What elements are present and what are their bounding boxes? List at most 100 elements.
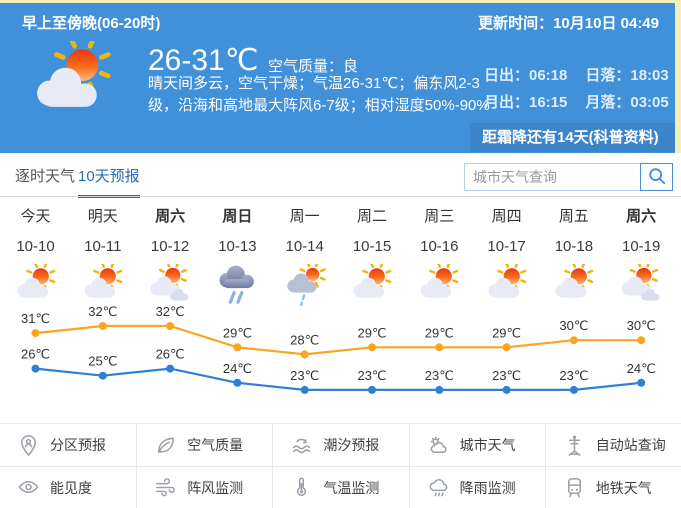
sun-cloud-icon [28,36,118,123]
low-temp-point [569,385,578,394]
forecast-day-column[interactable]: 今天 10-10 [2,205,69,306]
forecast-day-column[interactable]: 周三 10-16 [406,205,473,306]
eye-icon [17,476,40,499]
day-name: 周日 [222,208,253,225]
forecast-day-column[interactable]: 周六 10-12 [137,205,204,306]
low-temp-label: 24℃ [627,361,656,376]
air-quality-label: 空气质量：良 [268,58,359,75]
sun-clouds-icon [608,264,675,306]
menu-item[interactable]: 地铁天气 [544,466,681,508]
sun-cloud-icon [473,264,540,306]
update-time-label: 更新时间：10月10日 04:49 [478,15,659,32]
low-temp-point [31,364,40,373]
weather-description: 晴天间多云，空气干燥；气温26-31℃；偏东风2-3 级，沿海和高地最大阵风6-… [148,73,498,117]
temperature-range: 26-31℃ [148,44,259,77]
day-name: 今天 [20,208,51,225]
low-temp-label: 23℃ [425,368,454,383]
menu-item-label: 能见度 [50,479,92,496]
forecast-day-column[interactable]: 周五 10-18 [540,205,607,306]
tabs-divider [0,196,681,197]
high-temp-point [569,336,578,345]
low-temp-label: 23℃ [559,368,588,383]
weather-description-line1: 晴天间多云，空气干燥；气温26-31℃；偏东风2-3 [148,75,480,92]
sun-cloud-icon [2,264,69,306]
station-icon [563,434,586,457]
low-temp-label: 25℃ [88,354,117,369]
high-temp-point [368,343,376,352]
low-temp-label: 23℃ [290,368,319,383]
high-temp-point [637,336,646,345]
metro-icon [563,476,586,499]
frame-top-strip [0,0,681,3]
forecast-day-column[interactable]: 明天 10-11 [69,205,136,306]
moonrise-time: 月出：16:15 [484,94,568,111]
menu-item[interactable]: 分区预报 [0,424,137,466]
high-temp-point [300,350,309,359]
low-temp-line [35,367,642,392]
sun-cloud-icon [540,264,607,306]
high-temp-point [435,343,444,352]
menu-item[interactable]: 城市天气 [408,424,545,466]
menu-item[interactable]: 能见度 [0,466,137,508]
high-temp-point [166,322,175,330]
day-date: 10-11 [84,238,122,255]
day-date: 10-14 [285,238,324,255]
tab-10day-forecast[interactable]: 10天预报 [78,165,140,198]
rain-icon [204,264,271,306]
low-temp-point [166,364,175,373]
sun-cloud-icon [406,264,473,306]
high-temp-label: 30℃ [559,318,588,333]
sunrise-time: 日出：06:18 [484,67,568,84]
search-button[interactable] [640,163,673,191]
sun-shower-icon [271,264,338,306]
city-search-input[interactable] [464,163,642,191]
day-name: 周六 [155,208,186,225]
day-name: 周六 [626,208,657,225]
forecast-day-column[interactable]: 周二 10-15 [339,205,406,306]
menu-item-label: 分区预报 [50,437,106,453]
menu-item[interactable]: 阵风监测 [136,466,273,508]
sunset-time: 日落：18:03 [585,67,669,84]
leaf-icon [154,434,177,457]
low-temp-point [435,385,444,394]
temperature-chart: 31℃ 32℃ 32℃ 29℃ 28℃ 29℃ 29℃ 29℃ 30℃ 30℃ 26℃ 25℃ 26℃ 2… [0,300,675,423]
menu-item[interactable]: 空气质量 [136,424,273,466]
forecast-day-column[interactable]: 周四 10-17 [473,205,540,306]
search-icon [647,166,667,189]
sun-moon-times: 日出：06:18 日落：18:03 月出：16:15 月落：03:05 [484,62,669,116]
menu-item[interactable]: 降雨监测 [408,466,545,508]
forecast-day-column[interactable]: 周一 10-14 [271,205,338,306]
zone-map-icon [17,434,40,457]
menu-item[interactable]: 自动站查询 [544,424,681,466]
day-date: 10-19 [622,238,661,255]
menu-item[interactable]: 气温监测 [272,466,409,508]
day-name: 周四 [491,208,522,225]
low-temp-point [98,371,107,380]
tab-hourly-weather[interactable]: 逐时天气 [15,168,76,185]
day-date: 10-15 [352,238,392,255]
high-temp-label: 28℃ [290,332,319,347]
weather-description-line2: 级，沿海和高地最大阵风6-7级；相对湿度50%-90% [148,97,490,114]
menu-item[interactable]: 潮汐预报 [272,424,409,466]
day-name: 周一 [289,208,320,225]
high-temp-point [31,329,40,338]
forecast-day-column[interactable]: 周六 10-19 [608,205,675,306]
rain-monitor-icon [427,476,450,499]
day-name: 明天 [87,208,118,225]
day-date: 10-16 [420,238,459,255]
day-date: 10-18 [554,238,594,255]
sun-cloud-icon [69,264,136,306]
high-temp-label: 29℃ [425,325,454,340]
high-temp-label: 30℃ [627,318,656,333]
frame-right-strip [675,3,681,153]
low-temp-label: 26℃ [156,347,185,362]
forecast-day-column[interactable]: 周日 10-13 [204,205,271,306]
city-weather-icon [427,434,450,457]
high-temp-label: 32℃ [156,304,185,319]
low-temp-point [637,378,646,387]
menu-item-label: 城市天气 [459,437,516,453]
frost-countdown-note[interactable]: 距霜降还有14天(科普资料) [470,123,675,152]
low-temp-point [233,378,242,387]
low-temp-point [502,385,511,394]
